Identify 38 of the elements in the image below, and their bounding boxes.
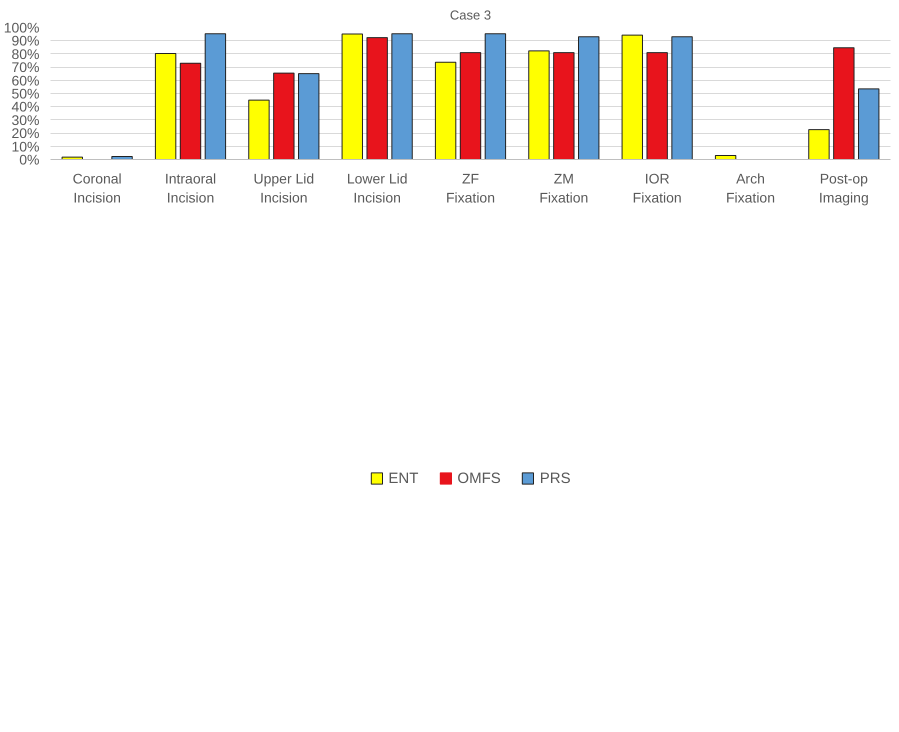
y-tick-label: 100% bbox=[4, 20, 40, 36]
bar bbox=[460, 52, 482, 160]
bar bbox=[833, 47, 855, 160]
bar bbox=[154, 53, 176, 160]
bar bbox=[808, 129, 830, 160]
x-tick-label: Arch Fixation bbox=[726, 170, 776, 206]
bar bbox=[342, 33, 363, 160]
x-tick-label: ZF Fixation bbox=[446, 170, 496, 206]
bar bbox=[391, 33, 413, 160]
bar bbox=[366, 37, 388, 160]
bar bbox=[273, 72, 295, 160]
x-tick-label: ZM Fixation bbox=[539, 170, 588, 206]
bar bbox=[646, 52, 668, 160]
bar bbox=[622, 34, 643, 160]
bar bbox=[204, 33, 226, 160]
bar bbox=[298, 73, 320, 160]
bar bbox=[714, 155, 736, 160]
x-tick-label: Post-op Imaging bbox=[818, 170, 869, 206]
x-tick-label: Upper Lid Incision bbox=[253, 170, 314, 206]
bar bbox=[528, 50, 550, 160]
bar bbox=[671, 36, 693, 160]
y-tick-label: 50% bbox=[11, 86, 40, 102]
bar bbox=[434, 62, 456, 160]
bar bbox=[578, 36, 600, 160]
x-tick-label: Intraoral Incision bbox=[164, 170, 216, 206]
bar bbox=[553, 52, 575, 160]
bar bbox=[484, 33, 506, 160]
y-tick-label: 0% bbox=[19, 152, 40, 168]
legend-label: ENT bbox=[388, 470, 418, 486]
bar bbox=[248, 100, 270, 160]
legend-label: PRS bbox=[540, 470, 571, 486]
x-tick-label: Lower Lid Incision bbox=[346, 170, 408, 206]
x-tick-label: IOR Fixation bbox=[632, 170, 682, 206]
legend-label: OMFS bbox=[457, 470, 501, 486]
bar bbox=[858, 88, 880, 160]
chart-title: Case 3 bbox=[450, 8, 492, 22]
bar bbox=[180, 62, 202, 160]
x-tick-label: Coronal Incision bbox=[72, 170, 122, 206]
